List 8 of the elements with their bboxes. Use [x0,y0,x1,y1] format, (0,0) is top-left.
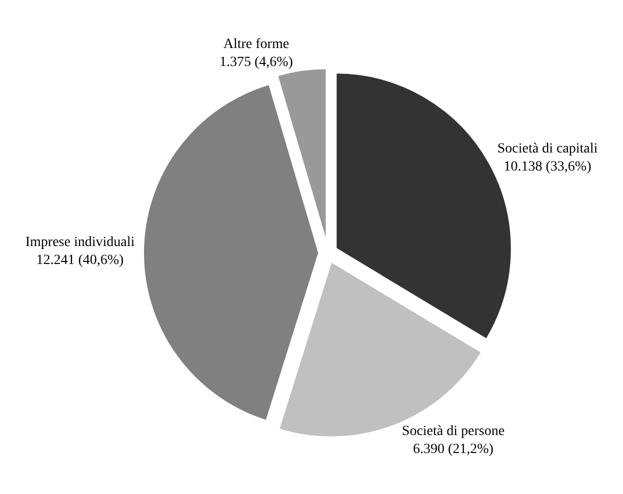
data-label: 12.241 (40,6%) [36,253,124,268]
slice-label: Società di capitali [497,141,598,156]
data-label: 6.390 (21,2%) [412,442,494,458]
data-label: 10.138 (33,6%) [504,160,592,175]
data-label: 1.375 (4,6%) [219,55,294,70]
slice-label: Altre forme [223,37,290,52]
slice-label: Società di persone [402,424,505,439]
slice-label: Imprese individuali [25,234,135,250]
